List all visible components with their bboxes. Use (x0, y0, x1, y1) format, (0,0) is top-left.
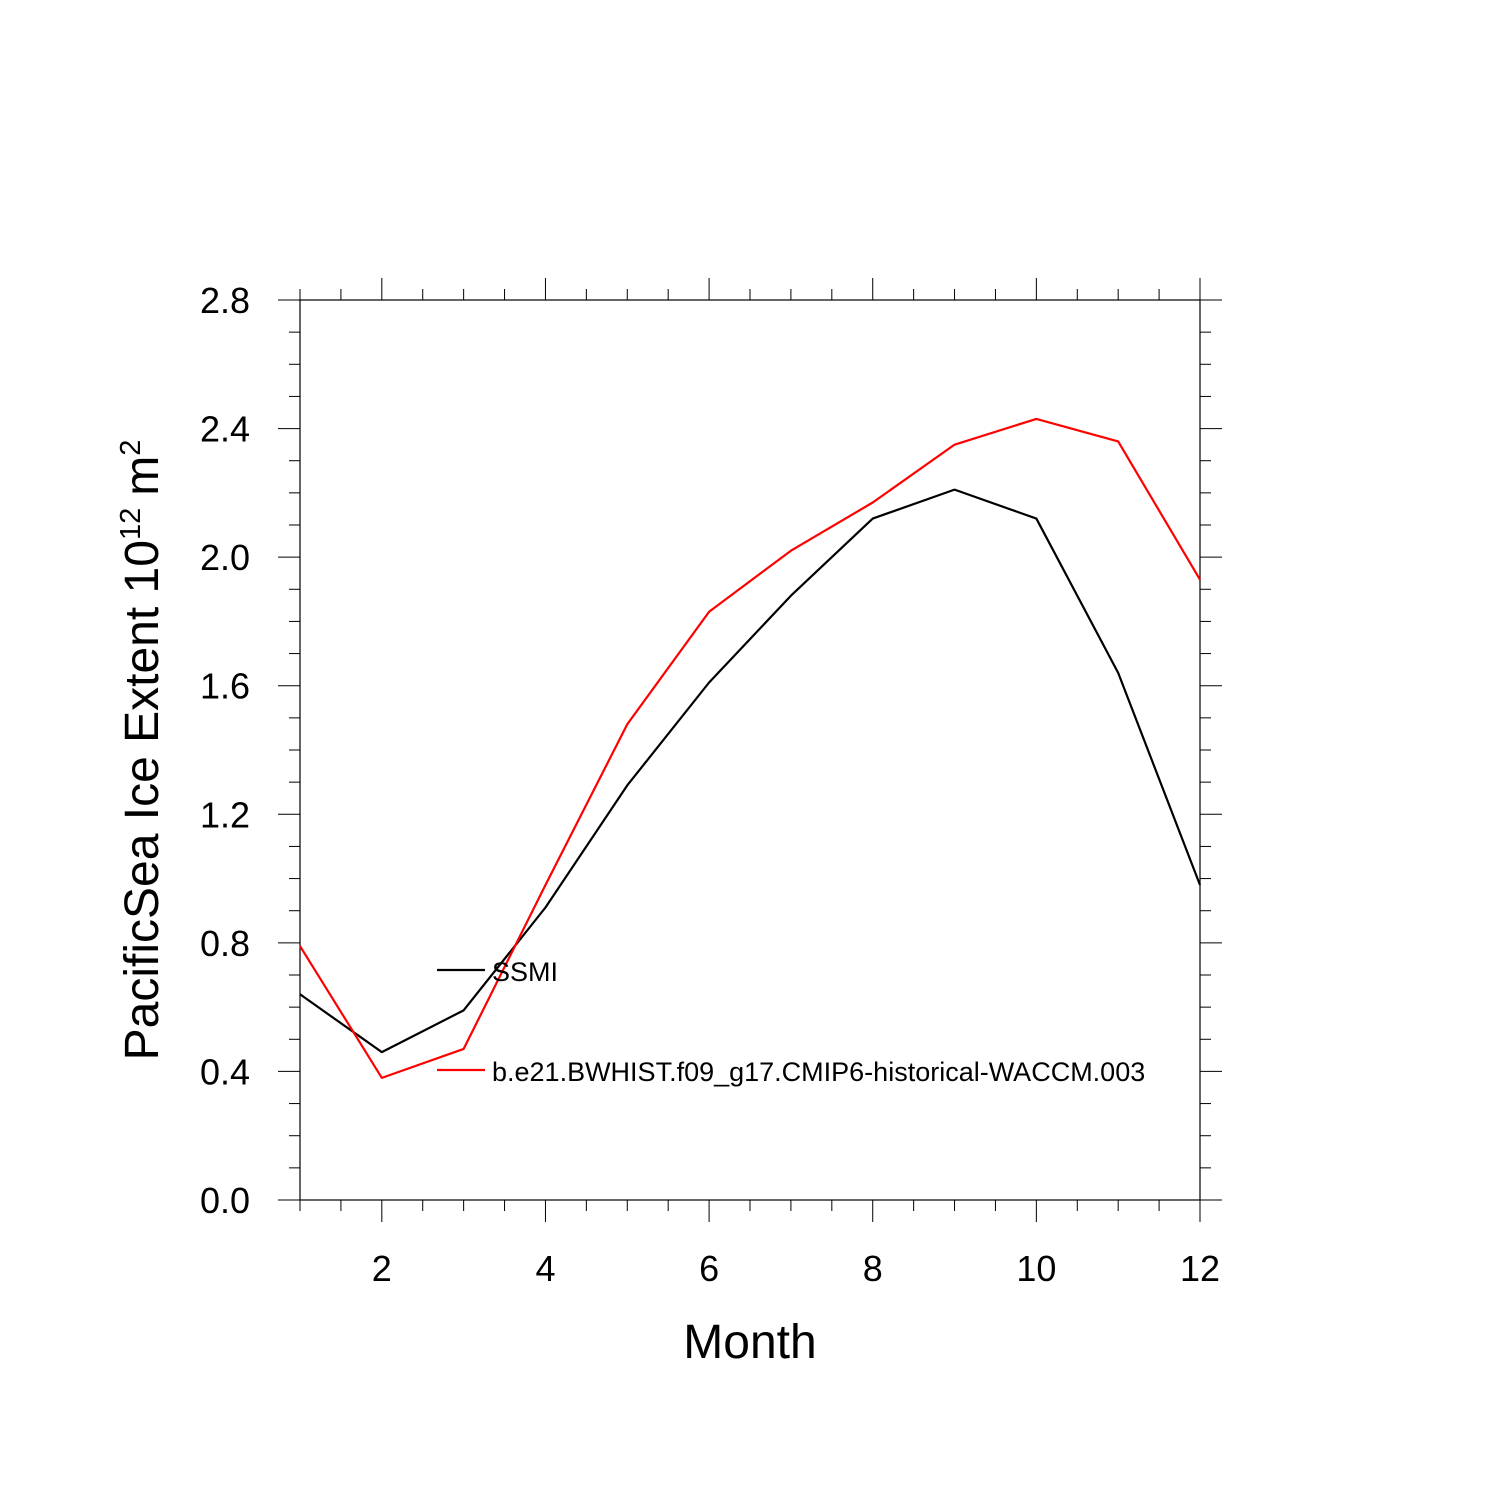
x-tick-label: 4 (535, 1248, 555, 1289)
series-line-0 (299, 488, 1202, 1054)
legend: SSMI b.e21.BWHIST.f09_g17.CMIP6-historic… (437, 957, 1145, 1087)
y-tick-label: 2.0 (200, 537, 250, 578)
y-tick-label: 1.6 (200, 666, 250, 707)
y-tick-label: 0.4 (200, 1051, 250, 1092)
legend-label-ssmi: SSMI (492, 957, 558, 987)
y-axis-label-main: PacificSea Ice Extent 10 (116, 540, 169, 1060)
y-tick-label: 0.0 (200, 1180, 250, 1221)
y-axis-label-exponent: 12 (115, 508, 147, 540)
x-tick-label: 2 (372, 1248, 392, 1289)
x-tick-label: 6 (699, 1248, 719, 1289)
x-axis-label: Month (683, 1316, 816, 1369)
x-tick-label: 8 (863, 1248, 883, 1289)
x-tick-label: 10 (1016, 1248, 1056, 1289)
axis-tick-labels: 2 4 6 8 10 12 0.0 0.4 0.8 1.2 1.6 2.0 2.4 2.8 (200, 280, 1220, 1289)
axis-ticks (278, 278, 1222, 1222)
series-line-1 (299, 417, 1201, 1079)
series-lines (299, 417, 1202, 1079)
y-tick-label: 2.4 (200, 409, 250, 450)
y-tick-label: 2.8 (200, 280, 250, 321)
x-tick-label: 12 (1180, 1248, 1220, 1289)
legend-label-waccm: b.e21.BWHIST.f09_g17.CMIP6-historical-WA… (492, 1057, 1145, 1087)
y-axis-label: PacificSea Ice Extent 1012 m2 (115, 440, 169, 1061)
y-axis-label-unit-exponent: 2 (115, 440, 147, 456)
y-tick-label: 1.2 (200, 794, 250, 835)
y-axis-label-unit: m (116, 456, 169, 496)
y-tick-label: 0.8 (200, 923, 250, 964)
